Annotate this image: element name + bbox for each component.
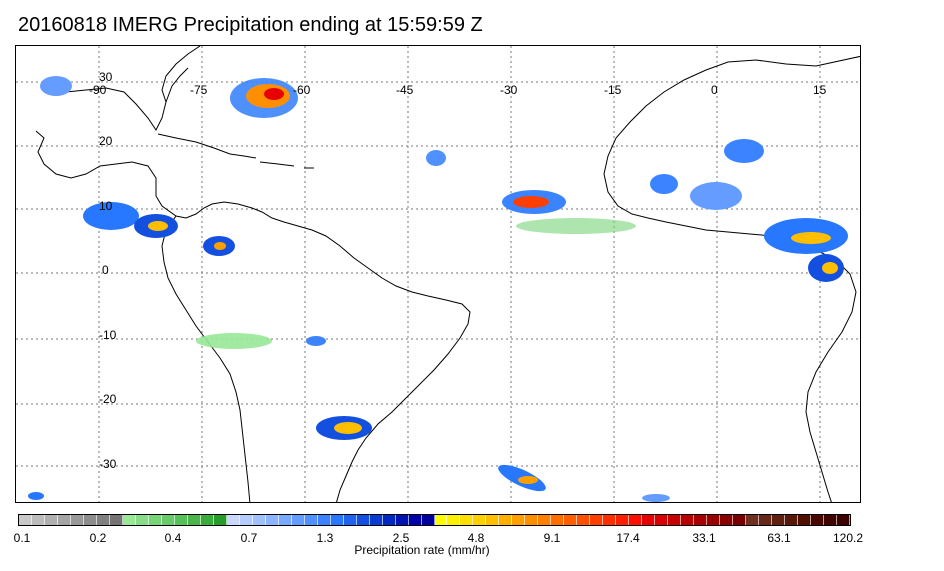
colorbar-swatch [434,515,448,525]
colorbar-swatch [239,515,253,525]
lat-label-10s: -10 [99,328,117,342]
colorbar-swatch [174,515,188,525]
colorbar-swatch [590,515,604,525]
colorbar-swatch [733,515,747,525]
precipitation-map: -90 -75 -60 -45 -30 -15 0 15 30 20 10 0 … [15,45,861,503]
colorbar-swatch [616,515,630,525]
colorbar-tick: 2.5 [392,531,410,545]
colorbar-swatch [759,515,773,525]
colorbar-swatch [343,515,357,525]
colorbar-swatch [161,515,175,525]
colorbar-swatch [44,515,58,525]
colorbar-swatch [19,515,32,525]
lon-label-90w: -90 [89,83,107,97]
colorbar-swatch [109,515,123,525]
colorbar-swatch [278,515,292,525]
lat-label-20s: -20 [99,392,117,406]
colorbar-swatch [408,515,422,525]
colorbar-swatch [395,515,409,525]
colorbar-swatch [369,515,383,525]
lat-label-30s: -30 [99,457,117,471]
colorbar [18,514,851,526]
lat-label-0: 0 [102,263,109,277]
colorbar-swatch [564,515,578,525]
colorbar-tick: 17.4 [616,531,640,545]
colorbar-swatch [473,515,487,525]
colorbar-swatch [642,515,656,525]
colorbar-tick: 120.2 [832,531,864,545]
lat-label-30n: 30 [99,70,113,84]
lon-label-15e: 15 [813,83,827,97]
lon-label-0: 0 [711,83,718,97]
lon-label-45w: -45 [396,83,414,97]
colorbar-swatch [70,515,84,525]
colorbar-swatch [460,515,474,525]
colorbar-tick: 0.2 [89,531,107,545]
colorbar-swatch [447,515,461,525]
colorbar-tick: 0.4 [164,531,182,545]
colorbar-swatch [382,515,396,525]
colorbar-swatch [330,515,344,525]
colorbar-swatch [57,515,71,525]
colorbar-swatch [187,515,201,525]
colorbar-swatch [317,515,331,525]
colorbar-swatch [538,515,552,525]
colorbar-swatch [226,515,240,525]
colorbar-swatch [551,515,565,525]
colorbar-swatch [655,515,669,525]
colorbar-tick: 4.8 [467,531,485,545]
colorbar-swatch [356,515,370,525]
colorbar-swatch [694,515,708,525]
lon-label-75w: -75 [190,83,208,97]
lon-label-15w: -15 [604,83,622,97]
colorbar-swatch [421,515,435,525]
colorbar-swatch [720,515,734,525]
colorbar-tick: 63.1 [767,531,791,545]
colorbar-swatch [499,515,513,525]
map-title: 20160818 IMERG Precipitation ending at 1… [18,14,483,36]
colorbar-swatch [668,515,682,525]
colorbar-swatch [83,515,97,525]
colorbar-swatch [837,515,850,525]
colorbar-swatch [811,515,825,525]
colorbar-swatch [707,515,721,525]
colorbar-swatch [122,515,136,525]
lat-label-10n: 10 [99,199,113,213]
colorbar-swatch [486,515,500,525]
colorbar-swatch [525,515,539,525]
colorbar-swatch [265,515,279,525]
graticule [16,46,860,502]
colorbar-swatch [213,515,227,525]
colorbar-swatch [31,515,45,525]
colorbar-swatch [96,515,110,525]
colorbar-swatch [772,515,786,525]
lat-label-20n: 20 [99,134,113,148]
colorbar-tick: 1.3 [316,531,334,545]
colorbar-tick: 33.1 [692,531,716,545]
colorbar-swatch [746,515,760,525]
colorbar-swatch [629,515,643,525]
colorbar-swatch [304,515,318,525]
colorbar-swatch [785,515,799,525]
colorbar-swatch [135,515,149,525]
lon-label-30w: -30 [500,83,518,97]
colorbar-swatch [291,515,305,525]
colorbar-swatch [148,515,162,525]
colorbar-swatch [200,515,214,525]
colorbar-tick: 0.1 [13,531,31,545]
precipitation-cells [28,76,848,502]
map-canvas [16,46,860,502]
colorbar-swatch [798,515,812,525]
colorbar-tick: 0.7 [240,531,258,545]
coastlines [35,46,860,502]
colorbar-swatch [577,515,591,525]
colorbar-swatch [824,515,838,525]
colorbar-swatch [512,515,526,525]
colorbar-swatch [603,515,617,525]
lon-label-60w: -60 [293,83,311,97]
colorbar-swatch [681,515,695,525]
colorbar-tick: 9.1 [543,531,561,545]
colorbar-swatch [252,515,266,525]
colorbar-label: Precipitation rate (mm/hr) [354,543,490,557]
